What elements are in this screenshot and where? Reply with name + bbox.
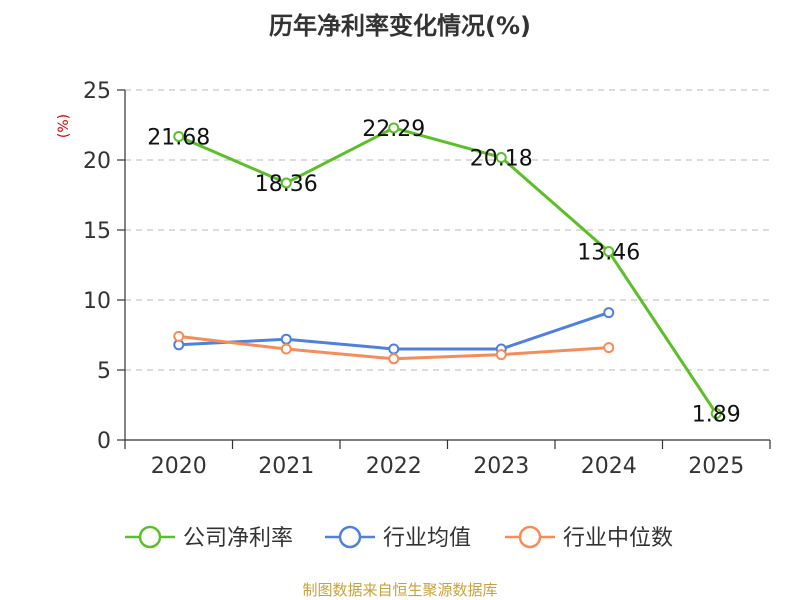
x-tick-label-2020: 2020: [151, 454, 207, 479]
x-tick-labels: 2020 2021 2022 2023 2024 2025: [151, 454, 745, 479]
x-tick-label-2024: 2024: [581, 454, 637, 479]
data-point-0-2021: [280, 177, 292, 189]
legend: 公司净利率 行业均值 行业中位数: [125, 525, 673, 551]
data-label-2025: 1.89: [692, 403, 741, 428]
legend-label: 行业中位数: [563, 526, 673, 551]
data-point-0-2022: [388, 122, 400, 134]
y-tick-label-20: 20: [83, 149, 111, 174]
data-label-2020: 21.68: [147, 125, 210, 150]
x-tick-label-2023: 2023: [473, 454, 529, 479]
legend-item-0: 公司净利率: [125, 525, 293, 551]
data-point-2-2021: [280, 343, 292, 355]
legend-marker-icon: [338, 525, 362, 549]
series-lines: [173, 122, 722, 420]
x-tick-label-2022: 2022: [366, 454, 422, 479]
chart-title: 历年净利率变化情况(%): [269, 12, 531, 40]
x-tick-label-2021: 2021: [258, 454, 314, 479]
legend-item-2: 行业中位数: [505, 525, 673, 551]
series-line-0: [177, 126, 718, 416]
y-tick-label-0: 0: [97, 429, 111, 454]
y-tick-labels: 0 5 10 15 20 25: [83, 79, 111, 454]
y-tick-label-10: 10: [83, 289, 111, 314]
data-label-2021: 18.36: [255, 172, 318, 197]
axes: [117, 89, 771, 449]
data-point-2-2023: [495, 349, 507, 361]
legend-label: 行业均值: [383, 526, 471, 551]
data-point-0-2024: [603, 246, 615, 258]
data-point-0-2025: [710, 408, 722, 420]
y-tick-label-15: 15: [83, 219, 111, 244]
data-point-2-2022: [388, 353, 400, 365]
data-label-2022: 22.29: [362, 117, 425, 142]
data-point-1-2024: [603, 307, 615, 319]
data-label-2023: 20.18: [470, 146, 533, 171]
data-point-1-2022: [388, 343, 400, 355]
data-point-1-2021: [280, 333, 292, 345]
x-tick-label-2025: 2025: [688, 454, 744, 479]
y-axis-unit-label: (%): [56, 114, 72, 138]
data-labels: 21.68 18.36 22.29 20.18 13.46 1.89: [147, 117, 740, 428]
y-tick-label-25: 25: [83, 79, 111, 104]
legend-marker-icon: [138, 525, 162, 549]
data-point-2-2020: [173, 330, 185, 342]
source-note: 制图数据来自恒生聚源数据库: [302, 581, 497, 599]
data-point-0-2023: [495, 151, 507, 163]
legend-item-1: 行业均值: [325, 525, 471, 551]
legend-marker-icon: [518, 525, 542, 549]
data-point-2-2024: [603, 342, 615, 354]
data-label-2024: 13.46: [577, 241, 640, 266]
y-tick-label-5: 5: [97, 359, 111, 384]
data-point-0-2020: [173, 130, 185, 142]
grid-lines: [125, 89, 770, 371]
legend-label: 公司净利率: [183, 526, 293, 551]
